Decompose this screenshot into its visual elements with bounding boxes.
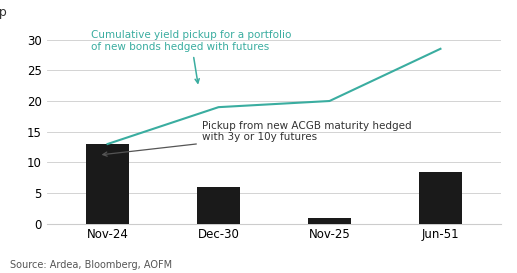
Bar [86,144,129,224]
Text: Pickup from new ACGB maturity hedged
with 3y or 10y futures: Pickup from new ACGB maturity hedged wit… [103,121,412,156]
Text: Cumulative yield pickup for a portfolio
of new bonds hedged with futures: Cumulative yield pickup for a portfolio … [91,30,291,83]
Bar [419,172,462,224]
Text: Source: Ardea, Bloomberg, AOFM: Source: Ardea, Bloomberg, AOFM [10,260,173,270]
Bar [197,187,239,224]
Text: bp: bp [0,7,8,19]
Bar [309,218,351,224]
